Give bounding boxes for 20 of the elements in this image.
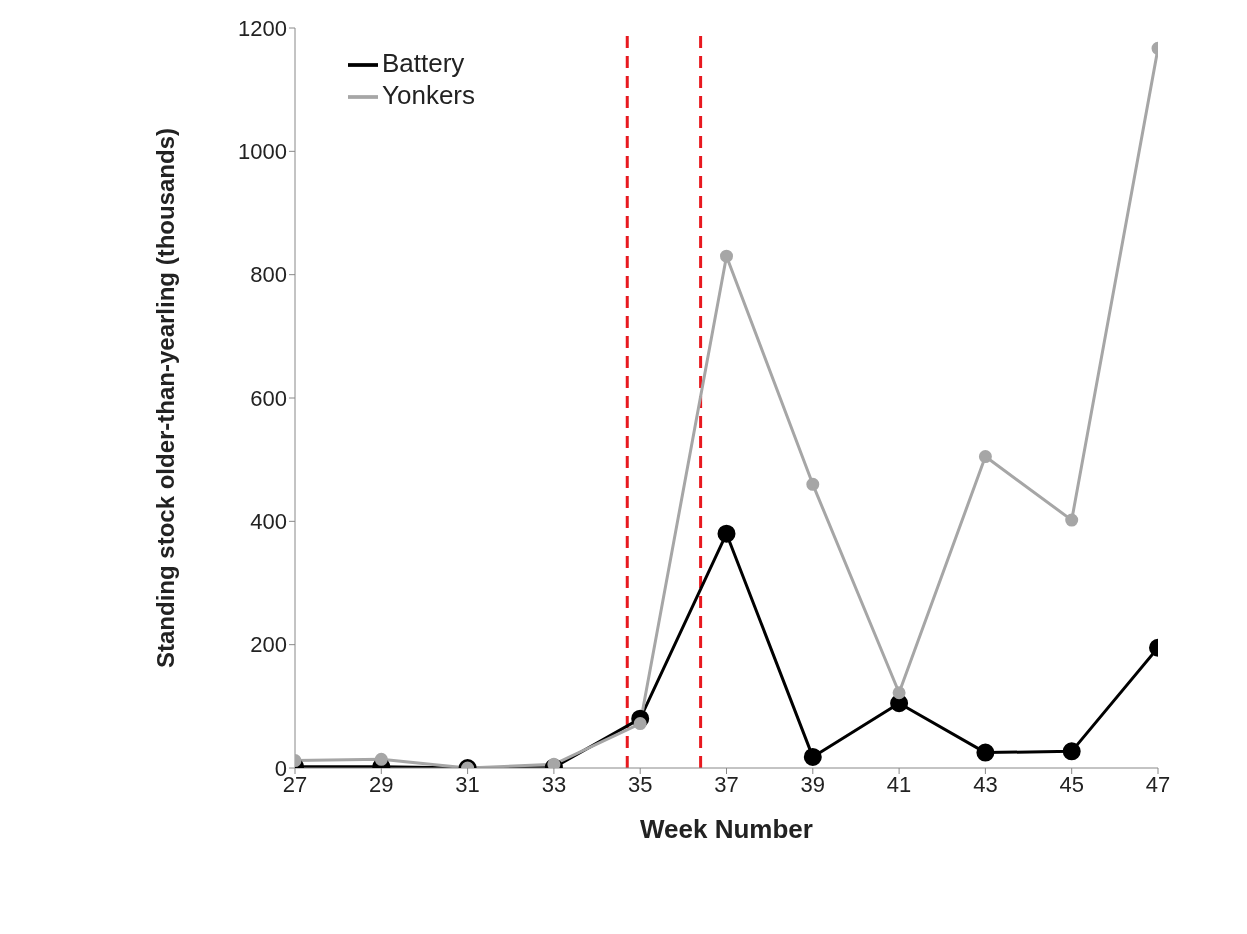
x-tick-label: 35: [627, 771, 653, 797]
y-axis-title: Standing stock older-than-yearling (thousands): [151, 127, 179, 669]
y-tick-label: 1000: [238, 139, 287, 165]
x-tick-label: 43: [973, 771, 998, 797]
x-tick-label: 45: [1059, 771, 1084, 797]
legend-label: Yonkers: [382, 80, 475, 111]
x-tick-label: 31: [455, 771, 480, 797]
y-tick-label: 600: [250, 385, 287, 411]
y-tick-label: 200: [250, 632, 287, 658]
x-tick-label: 33: [541, 771, 567, 797]
y-tick-label: 400: [250, 509, 287, 535]
x-tick-label: 41: [886, 771, 912, 797]
y-tick-label: 800: [250, 262, 287, 288]
x-tick-label: 47: [1145, 771, 1171, 797]
x-axis-title: Week Number: [640, 814, 813, 844]
y-tick-label: 1200: [238, 15, 287, 41]
x-tick-label: 37: [714, 771, 739, 797]
legend-label: Battery: [382, 48, 465, 78]
x-tick-label: 39: [800, 771, 826, 797]
x-tick-label: 29: [369, 771, 394, 797]
